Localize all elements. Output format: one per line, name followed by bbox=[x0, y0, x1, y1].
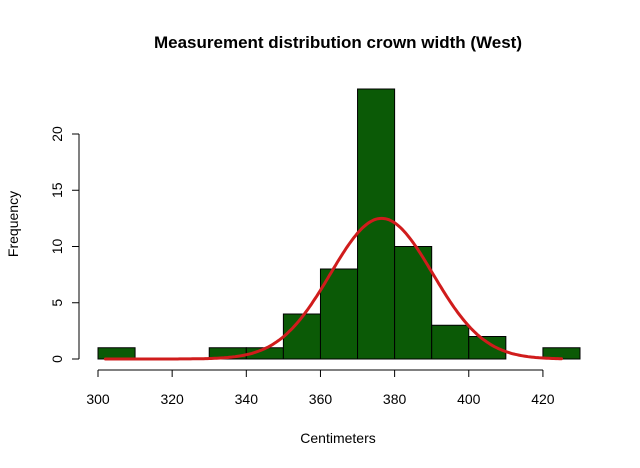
normal-density-curve bbox=[103, 216, 563, 361]
chart-title: Measurement distribution crown width (We… bbox=[154, 33, 522, 52]
x-tick-label-380: 380 bbox=[383, 391, 407, 407]
x-tick-label-420: 420 bbox=[531, 391, 555, 407]
bars-layer bbox=[97, 88, 581, 360]
y-axis: 0 5 10 15 20 bbox=[49, 126, 80, 363]
y-tick-label-10: 10 bbox=[49, 239, 65, 255]
x-tick-label-340: 340 bbox=[235, 391, 259, 407]
x-tick-label-400: 400 bbox=[457, 391, 481, 407]
x-axis: 300 320 340 360 380 400 420 bbox=[86, 369, 555, 407]
histogram-bar-350-360 bbox=[282, 313, 321, 360]
histogram-bar-300-310 bbox=[97, 347, 136, 360]
y-tick-label-15: 15 bbox=[49, 182, 65, 198]
x-tick-label-300: 300 bbox=[86, 391, 110, 407]
y-tick-label-0: 0 bbox=[49, 355, 65, 363]
histogram-bar-390-400 bbox=[431, 324, 470, 360]
y-tick-label-20: 20 bbox=[49, 126, 65, 142]
histogram-bar-380-390 bbox=[394, 246, 433, 360]
y-axis-label: Frequency bbox=[5, 191, 21, 257]
x-axis-label: Centimeters bbox=[300, 430, 375, 446]
x-tick-label-360: 360 bbox=[309, 391, 333, 407]
curve-layer bbox=[103, 216, 563, 361]
histogram-bar-360-370 bbox=[319, 268, 359, 360]
histogram-bar-400-410 bbox=[468, 336, 507, 360]
histogram-bar-370-380 bbox=[357, 88, 396, 360]
y-tick-label-5: 5 bbox=[49, 299, 65, 307]
x-tick-label-320: 320 bbox=[160, 391, 184, 407]
